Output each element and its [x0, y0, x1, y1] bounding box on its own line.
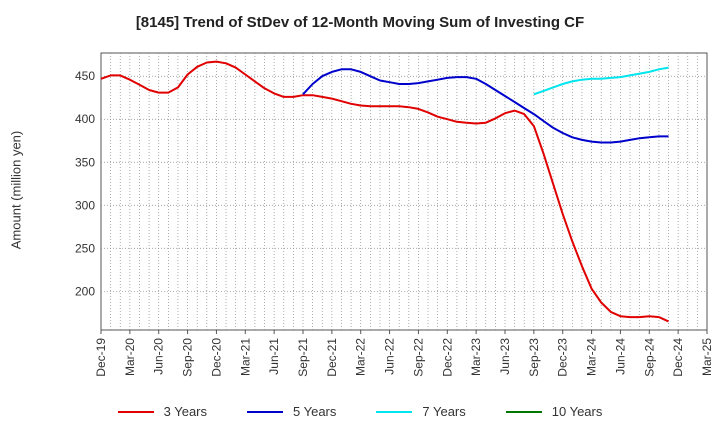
x-tick-label: Dec-24: [671, 338, 685, 377]
y-tick-label: 300: [75, 198, 95, 212]
x-tick-label: Dec-23: [556, 338, 570, 377]
legend-item: 7 Years: [376, 404, 466, 419]
y-tick-label: 400: [75, 112, 95, 126]
x-tick-label: Jun-21: [267, 338, 281, 375]
y-tick-labels: 200 250 300 350 400 450: [75, 69, 95, 298]
x-tick-label: Sep-20: [181, 338, 195, 377]
legend-item: 5 Years: [247, 404, 336, 419]
x-tick-label: Jun-20: [152, 338, 166, 375]
x-tick-label: Dec-20: [209, 338, 223, 377]
legend-label: 5 Years: [293, 404, 337, 419]
legend-swatch: [505, 410, 542, 413]
x-tick-label: Dec-22: [440, 338, 454, 377]
legend-swatch: [376, 410, 413, 413]
legend-item: 3 Years: [117, 404, 207, 419]
legend-swatch: [247, 410, 283, 413]
legend-label: 10 Years: [551, 404, 603, 419]
x-tick-label: Mar-22: [354, 338, 368, 376]
x-tick-label: Sep-22: [411, 338, 425, 377]
x-tick-label: Mar-25: [700, 338, 714, 376]
horizontal-gridlines: [101, 75, 707, 292]
x-tick-label: Sep-21: [296, 338, 310, 377]
x-tick-label: Dec-19: [94, 338, 108, 377]
chart-plot: 200 250 300 350 400 450 Dec-19 Mar-20 Jun-20 Sep…: [75, 52, 714, 377]
plot-frame: [100, 52, 708, 331]
vertical-gridlines: [110, 53, 698, 330]
series-line-3-years: [100, 60, 669, 323]
y-tick-label: 200: [75, 284, 95, 298]
legend-swatch: [117, 410, 154, 413]
x-tick-label: Jun-24: [613, 338, 627, 375]
x-tick-label: Mar-21: [238, 338, 252, 376]
legend-item: 10 Years: [505, 404, 603, 419]
legend-label: 3 Years: [163, 404, 207, 419]
series-line-5-years: [302, 68, 669, 144]
x-tick-label: Sep-24: [642, 338, 656, 377]
legend-label: 7 Years: [422, 404, 466, 419]
x-tick-label: Jun-22: [383, 338, 397, 375]
x-tick-label: Jun-23: [498, 338, 512, 375]
y-tick-label: 450: [75, 69, 95, 83]
x-tick-label: Mar-23: [469, 338, 483, 376]
series-line-7-years: [533, 66, 669, 96]
series-lines: [100, 60, 669, 323]
y-tick-label: 250: [75, 241, 95, 255]
x-tick-label: Mar-24: [585, 338, 599, 376]
x-tick-labels: Dec-19 Mar-20 Jun-20 Sep-20 Dec-20 Mar-21 Jun-…: [94, 330, 714, 377]
y-tick-label: 350: [75, 155, 95, 169]
legend: 3 Years 5 Years 7 Years 10 Years: [0, 404, 720, 419]
x-tick-label: Dec-21: [325, 338, 339, 377]
x-tick-label: Sep-23: [527, 338, 541, 377]
chart-title: [8145] Trend of StDev of 12-Month Moving…: [135, 14, 585, 31]
x-tick-label: Mar-20: [123, 338, 137, 376]
